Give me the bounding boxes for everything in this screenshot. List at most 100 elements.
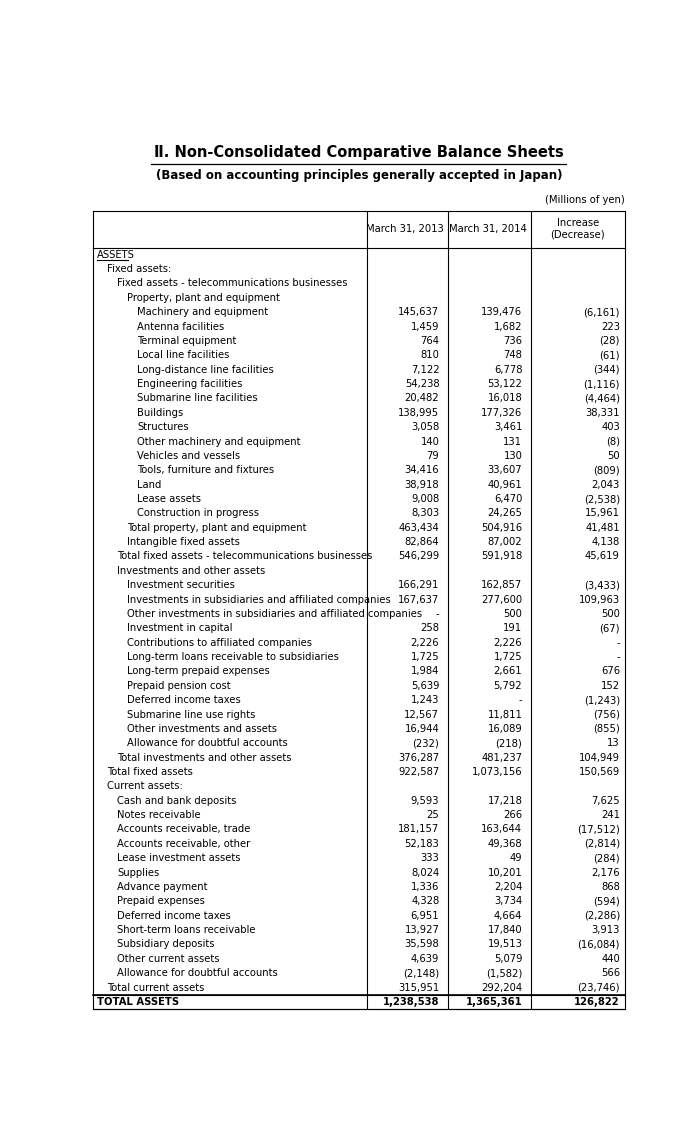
- Text: 163,644: 163,644: [482, 825, 522, 835]
- Text: (2,286): (2,286): [584, 911, 620, 920]
- Text: 24,265: 24,265: [487, 508, 522, 518]
- Text: 8,303: 8,303: [411, 508, 440, 518]
- Text: 87,002: 87,002: [488, 538, 522, 547]
- Text: 566: 566: [601, 968, 620, 978]
- Text: Investment securities: Investment securities: [127, 580, 235, 590]
- Text: Deferred income taxes: Deferred income taxes: [117, 911, 231, 920]
- Text: 15,961: 15,961: [585, 508, 620, 518]
- Text: Property, plant and equipment: Property, plant and equipment: [127, 293, 280, 303]
- Text: 49: 49: [510, 853, 522, 863]
- Text: 35,598: 35,598: [405, 940, 440, 950]
- Text: 223: 223: [601, 321, 620, 331]
- Text: 126,822: 126,822: [574, 997, 620, 1007]
- Text: 333: 333: [421, 853, 440, 863]
- Text: 258: 258: [420, 623, 440, 633]
- Text: Prepaid pension cost: Prepaid pension cost: [127, 681, 231, 690]
- Text: -: -: [435, 609, 440, 618]
- Text: Lease investment assets: Lease investment assets: [117, 853, 241, 863]
- Text: 266: 266: [503, 810, 522, 820]
- Text: 54,238: 54,238: [405, 379, 440, 390]
- Text: 440: 440: [601, 953, 620, 964]
- Text: 9,008: 9,008: [411, 494, 440, 505]
- Text: (4,464): (4,464): [584, 393, 620, 403]
- Text: 131: 131: [503, 436, 522, 446]
- Text: Intangible fixed assets: Intangible fixed assets: [127, 538, 240, 547]
- Text: 376,287: 376,287: [398, 753, 440, 763]
- Text: 17,840: 17,840: [488, 925, 522, 935]
- Text: (67): (67): [599, 623, 620, 633]
- Text: Prepaid expenses: Prepaid expenses: [117, 896, 205, 907]
- Text: Investments in subsidiaries and affiliated companies: Investments in subsidiaries and affiliat…: [127, 595, 391, 605]
- Text: Cash and bank deposits: Cash and bank deposits: [117, 796, 237, 805]
- Text: (23,746): (23,746): [578, 983, 620, 992]
- Text: 33,607: 33,607: [488, 465, 522, 475]
- Text: (61): (61): [599, 351, 620, 360]
- Text: Engineering facilities: Engineering facilities: [137, 379, 242, 390]
- Text: 2,204: 2,204: [494, 882, 522, 892]
- Text: Subsidiary deposits: Subsidiary deposits: [117, 940, 214, 950]
- Text: 138,995: 138,995: [398, 408, 440, 418]
- Text: 5,079: 5,079: [494, 953, 522, 964]
- Text: 45,619: 45,619: [585, 551, 620, 562]
- Text: 500: 500: [601, 609, 620, 618]
- Text: 38,331: 38,331: [585, 408, 620, 418]
- Text: 3,461: 3,461: [494, 423, 522, 432]
- Text: 41,481: 41,481: [585, 523, 620, 533]
- Text: 1,682: 1,682: [494, 321, 522, 331]
- Text: Supplies: Supplies: [117, 868, 159, 877]
- Text: Other investments and assets: Other investments and assets: [127, 724, 277, 734]
- Text: 2,043: 2,043: [592, 480, 620, 490]
- Text: 504,916: 504,916: [481, 523, 522, 533]
- Text: (756): (756): [593, 710, 620, 720]
- Text: 130: 130: [503, 451, 522, 461]
- Text: Current assets:: Current assets:: [107, 781, 183, 792]
- Text: Fixed assets:: Fixed assets:: [107, 264, 171, 274]
- Text: Total fixed assets - telecommunications businesses: Total fixed assets - telecommunications …: [117, 551, 372, 562]
- Text: Total fixed assets: Total fixed assets: [107, 767, 192, 777]
- Text: 1,073,156: 1,073,156: [472, 767, 522, 777]
- Text: 109,963: 109,963: [579, 595, 620, 605]
- Text: (28): (28): [599, 336, 620, 346]
- Text: 1,725: 1,725: [494, 652, 522, 662]
- Text: 500: 500: [503, 609, 522, 618]
- Text: 2,661: 2,661: [494, 666, 522, 677]
- Text: (594): (594): [593, 896, 620, 907]
- Text: 16,018: 16,018: [487, 393, 522, 403]
- Text: 9,593: 9,593: [411, 796, 440, 805]
- Text: (Millions of yen): (Millions of yen): [545, 195, 624, 205]
- Text: Land: Land: [137, 480, 162, 490]
- Text: 868: 868: [601, 882, 620, 892]
- Text: 6,951: 6,951: [411, 911, 440, 920]
- Text: Terminal equipment: Terminal equipment: [137, 336, 237, 346]
- Text: Long-term loans receivable to subsidiaries: Long-term loans receivable to subsidiari…: [127, 652, 339, 662]
- Text: 25: 25: [426, 810, 440, 820]
- Text: Total investments and other assets: Total investments and other assets: [117, 753, 291, 763]
- Text: (1,243): (1,243): [584, 695, 620, 705]
- Text: 922,587: 922,587: [398, 767, 440, 777]
- Text: 2,226: 2,226: [494, 638, 522, 648]
- Text: 736: 736: [503, 336, 522, 346]
- Text: 6,778: 6,778: [494, 364, 522, 375]
- Text: Antenna facilities: Antenna facilities: [137, 321, 224, 331]
- Text: Ⅱ. Non-Consolidated Comparative Balance Sheets: Ⅱ. Non-Consolidated Comparative Balance …: [154, 146, 564, 161]
- Text: (284): (284): [594, 853, 620, 863]
- Text: ASSETS: ASSETS: [97, 249, 134, 260]
- Text: 12,567: 12,567: [405, 710, 440, 720]
- Text: 7,625: 7,625: [592, 796, 620, 805]
- Text: 34,416: 34,416: [405, 465, 440, 475]
- Text: 13,927: 13,927: [405, 925, 440, 935]
- Text: Accounts receivable, other: Accounts receivable, other: [117, 838, 250, 849]
- Text: 1,365,361: 1,365,361: [466, 997, 522, 1007]
- Text: -: -: [616, 652, 620, 662]
- Text: 167,637: 167,637: [398, 595, 440, 605]
- Text: 1,238,538: 1,238,538: [383, 997, 440, 1007]
- Text: 292,204: 292,204: [481, 983, 522, 992]
- Text: 40,961: 40,961: [487, 480, 522, 490]
- Text: Investment in capital: Investment in capital: [127, 623, 232, 633]
- Text: 3,913: 3,913: [592, 925, 620, 935]
- Text: 4,664: 4,664: [494, 911, 522, 920]
- Text: Allowance for doubtful accounts: Allowance for doubtful accounts: [127, 738, 288, 748]
- Text: Notes receivable: Notes receivable: [117, 810, 201, 820]
- Text: 50: 50: [608, 451, 620, 461]
- Text: (218): (218): [496, 738, 522, 748]
